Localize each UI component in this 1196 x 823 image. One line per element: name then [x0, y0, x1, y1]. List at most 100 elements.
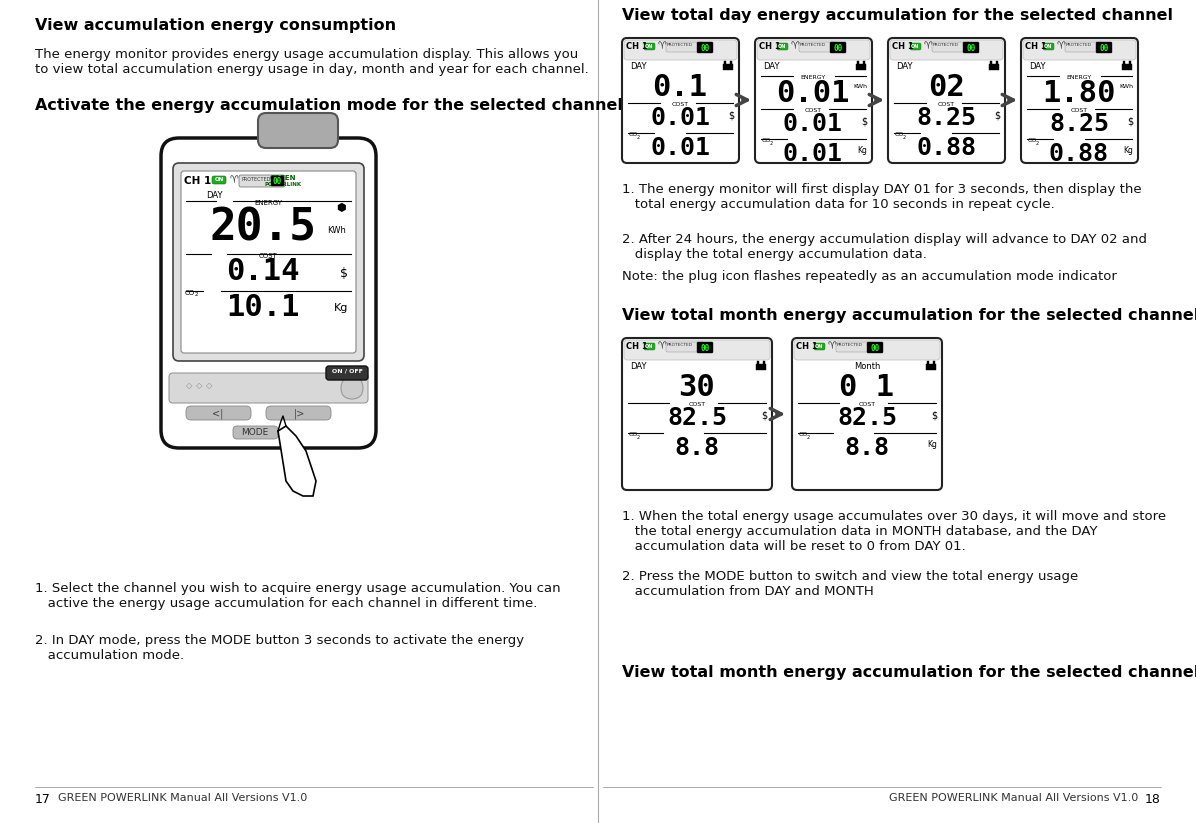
Text: CH 1: CH 1 [1025, 42, 1046, 51]
Text: 00: 00 [701, 44, 709, 53]
FancyBboxPatch shape [1023, 40, 1136, 60]
Bar [996, 61, 997, 65]
Text: Kg: Kg [927, 440, 936, 449]
Text: View total month energy accumulation for the selected channel: View total month energy accumulation for… [622, 308, 1196, 323]
Text: DAY: DAY [763, 62, 780, 71]
Text: COST: COST [258, 253, 277, 259]
Text: 2: 2 [903, 134, 907, 140]
FancyBboxPatch shape [697, 342, 713, 353]
FancyBboxPatch shape [867, 342, 883, 353]
FancyBboxPatch shape [755, 38, 872, 163]
FancyBboxPatch shape [266, 406, 331, 420]
Text: GREEN POWERLINK Manual All Versions V1.0: GREEN POWERLINK Manual All Versions V1.0 [889, 793, 1139, 803]
FancyBboxPatch shape [181, 171, 356, 353]
Bar [927, 361, 929, 365]
Text: ♈: ♈ [230, 175, 239, 185]
Bar [856, 64, 866, 70]
Text: 30: 30 [678, 373, 715, 402]
FancyBboxPatch shape [643, 343, 655, 350]
Bar [933, 361, 935, 365]
Text: ENERGY: ENERGY [800, 75, 825, 80]
Bar [989, 64, 999, 70]
Text: $: $ [728, 110, 734, 120]
FancyBboxPatch shape [169, 373, 368, 403]
Text: CO: CO [799, 432, 808, 437]
FancyBboxPatch shape [187, 406, 251, 420]
Text: 0.01: 0.01 [783, 142, 843, 166]
Text: 1. When the total energy usage accumulates over 30 days, it will move and store
: 1. When the total energy usage accumulat… [622, 510, 1166, 553]
Text: DAY: DAY [630, 362, 647, 371]
Text: CH 1: CH 1 [626, 342, 648, 351]
Text: 10.1: 10.1 [226, 293, 300, 322]
Bar [756, 364, 765, 370]
Text: ON: ON [214, 176, 224, 182]
FancyBboxPatch shape [624, 40, 737, 60]
Text: 1.80: 1.80 [1042, 79, 1116, 108]
FancyBboxPatch shape [258, 113, 338, 148]
FancyBboxPatch shape [666, 42, 704, 52]
Text: ◇: ◇ [206, 381, 212, 390]
Bar [1129, 61, 1131, 65]
Text: 0.01: 0.01 [649, 106, 710, 130]
Text: 00: 00 [966, 44, 976, 53]
Text: CH 1: CH 1 [892, 42, 914, 51]
FancyBboxPatch shape [792, 338, 942, 490]
Text: 00: 00 [871, 343, 879, 352]
Text: ON: ON [645, 44, 653, 49]
FancyBboxPatch shape [830, 42, 846, 53]
Text: $: $ [994, 110, 1000, 120]
Text: COST: COST [689, 402, 706, 407]
Text: View total month energy accumulation for the selected channel: View total month energy accumulation for… [622, 665, 1196, 680]
Text: CH 1: CH 1 [797, 342, 818, 351]
FancyBboxPatch shape [643, 43, 655, 50]
Text: KWh: KWh [853, 84, 867, 89]
Text: CO: CO [1029, 138, 1037, 143]
Text: 2. In DAY mode, press the MODE button 3 seconds to activate the energy
   accumu: 2. In DAY mode, press the MODE button 3 … [35, 634, 524, 662]
Text: PROTECTED: PROTECTED [667, 343, 692, 347]
FancyBboxPatch shape [271, 176, 283, 186]
Text: ON: ON [777, 44, 786, 49]
Text: GREEN POWERLINK Manual All Versions V1.0: GREEN POWERLINK Manual All Versions V1.0 [57, 793, 307, 803]
FancyBboxPatch shape [239, 175, 285, 187]
Text: ◇: ◇ [185, 381, 193, 390]
Text: PROTECTED: PROTECTED [242, 176, 270, 182]
Text: CH 1: CH 1 [184, 176, 212, 186]
FancyBboxPatch shape [173, 163, 364, 361]
Text: COST: COST [805, 108, 822, 113]
Text: CH 1: CH 1 [759, 42, 781, 51]
Text: 00: 00 [701, 343, 709, 352]
Text: <|: <| [213, 408, 224, 419]
Text: CO: CO [762, 138, 771, 143]
Text: Kg: Kg [858, 146, 867, 155]
Text: ♈: ♈ [1057, 41, 1066, 51]
FancyBboxPatch shape [814, 343, 825, 350]
FancyBboxPatch shape [1043, 43, 1054, 50]
Bar [724, 61, 726, 65]
Text: $: $ [930, 410, 936, 420]
FancyBboxPatch shape [887, 38, 1005, 163]
Text: DAY: DAY [206, 191, 222, 200]
Text: CO: CO [895, 132, 904, 137]
Text: 0.01: 0.01 [649, 136, 710, 160]
Text: PROTECTED: PROTECTED [1066, 43, 1092, 47]
FancyBboxPatch shape [1096, 42, 1112, 53]
Text: DAY: DAY [630, 62, 647, 71]
FancyBboxPatch shape [757, 40, 869, 60]
Text: POWERLINK: POWERLINK [264, 182, 301, 187]
Text: 1. The energy monitor will first display DAY 01 for 3 seconds, then display the
: 1. The energy monitor will first display… [622, 183, 1142, 211]
Text: 0 1: 0 1 [840, 373, 895, 402]
Text: ♈: ♈ [658, 41, 666, 51]
Text: PROTECTED: PROTECTED [667, 43, 692, 47]
Text: 17: 17 [35, 793, 51, 806]
FancyBboxPatch shape [161, 138, 376, 448]
FancyBboxPatch shape [697, 42, 713, 53]
Text: $: $ [861, 116, 867, 126]
Text: COST: COST [671, 102, 689, 107]
FancyBboxPatch shape [233, 426, 277, 439]
Text: 0.1: 0.1 [653, 73, 708, 102]
FancyBboxPatch shape [777, 43, 788, 50]
Bar [864, 61, 865, 65]
Text: 2: 2 [807, 435, 810, 439]
Text: ENERGY: ENERGY [1067, 75, 1092, 80]
Text: PROTECTED: PROTECTED [837, 343, 864, 347]
